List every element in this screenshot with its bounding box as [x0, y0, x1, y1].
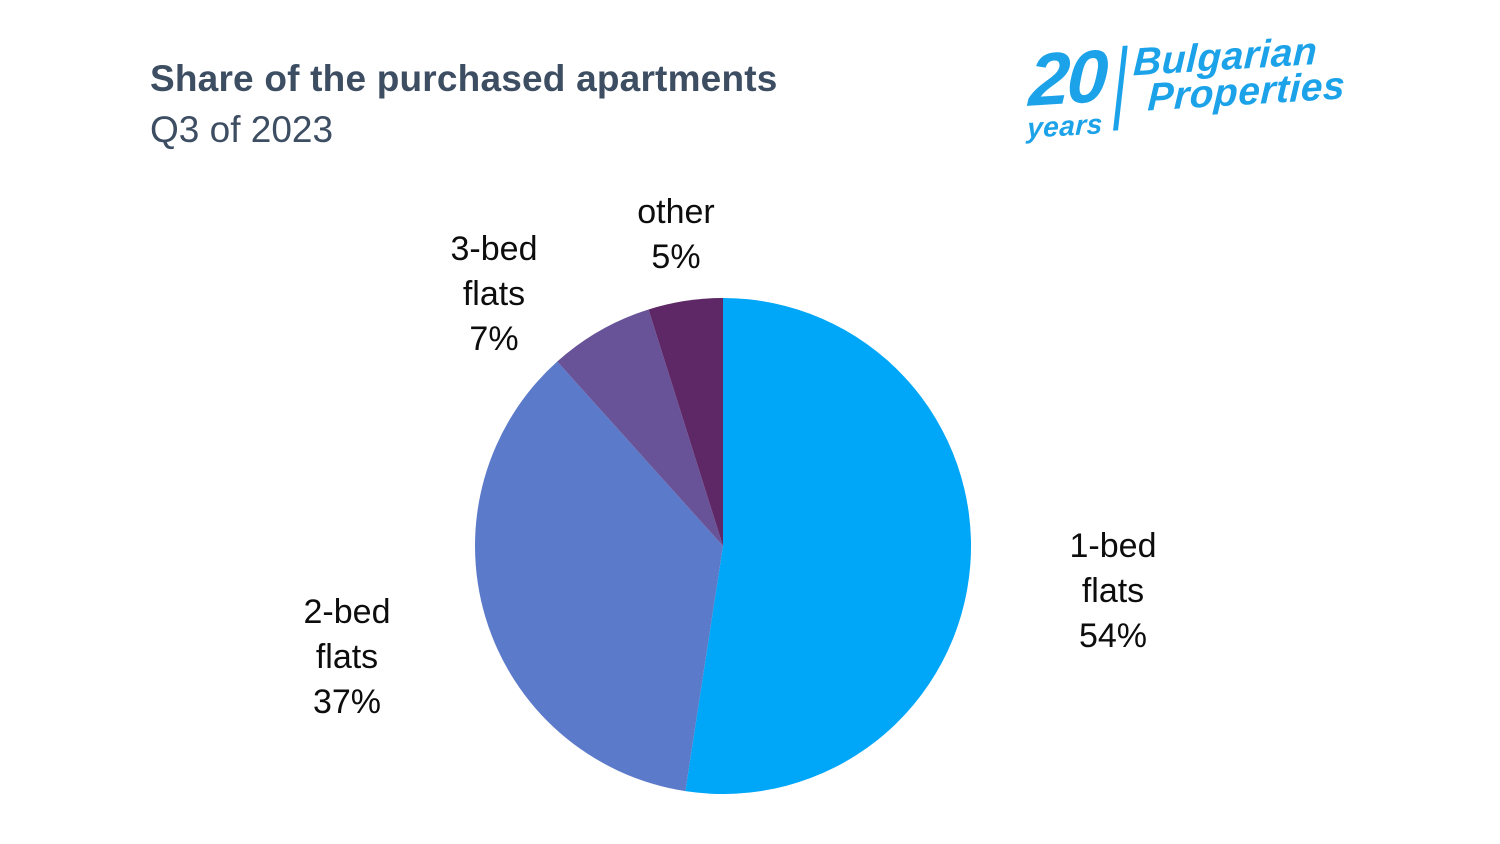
- brand-logo: 20 years Bulgarian Properties: [1025, 30, 1349, 145]
- logo-years-word: years: [1026, 107, 1104, 144]
- slice-label-other: other 5%: [637, 190, 715, 280]
- logo-years-block: 20 years: [1026, 33, 1108, 145]
- page-subtitle: Q3 of 2023: [150, 109, 334, 150]
- logo-brand-line2: Properties: [1147, 64, 1347, 120]
- slice-label-1bed-line1: 1-bed: [1069, 527, 1157, 565]
- slice-label-other-pct: 5%: [651, 238, 701, 276]
- slice-label-2bed-line1: 2-bed: [303, 593, 391, 631]
- pie-slice-other: [648, 298, 723, 546]
- slice-label-other-name: other: [637, 193, 715, 231]
- slice-label-3bed-line1: 3-bed: [450, 230, 538, 268]
- pie-slice-2-bed-flats: [475, 361, 723, 792]
- pie-chart-area: [475, 298, 971, 794]
- header: Share of the purchased apartments Q3 of …: [150, 58, 778, 151]
- slice-label-3bed-pct: 7%: [469, 320, 519, 358]
- pie-slice-1-bed-flats: [685, 298, 971, 794]
- slice-label-2bed-line2: flats: [315, 638, 379, 676]
- page-title: Share of the purchased apartments: [150, 58, 778, 99]
- logo-brand-name: Bulgarian Properties: [1131, 30, 1348, 120]
- pie-chart: [475, 298, 971, 794]
- logo-divider: [1113, 45, 1128, 131]
- slice-label-1-bed-flats: 1-bed flats 54%: [1070, 524, 1157, 659]
- slice-label-3bed-line2: flats: [462, 275, 526, 313]
- slice-label-2bed-pct: 37%: [312, 683, 382, 721]
- slice-label-1bed-line2: flats: [1081, 572, 1145, 610]
- slice-label-1bed-pct: 54%: [1078, 617, 1148, 655]
- logo-20-number: 20: [1027, 33, 1108, 122]
- slice-label-3-bed-flats: 3-bed flats 7%: [451, 227, 538, 362]
- slice-label-2-bed-flats: 2-bed flats 37%: [304, 590, 391, 725]
- pie-slice-3-bed-flats: [557, 309, 723, 546]
